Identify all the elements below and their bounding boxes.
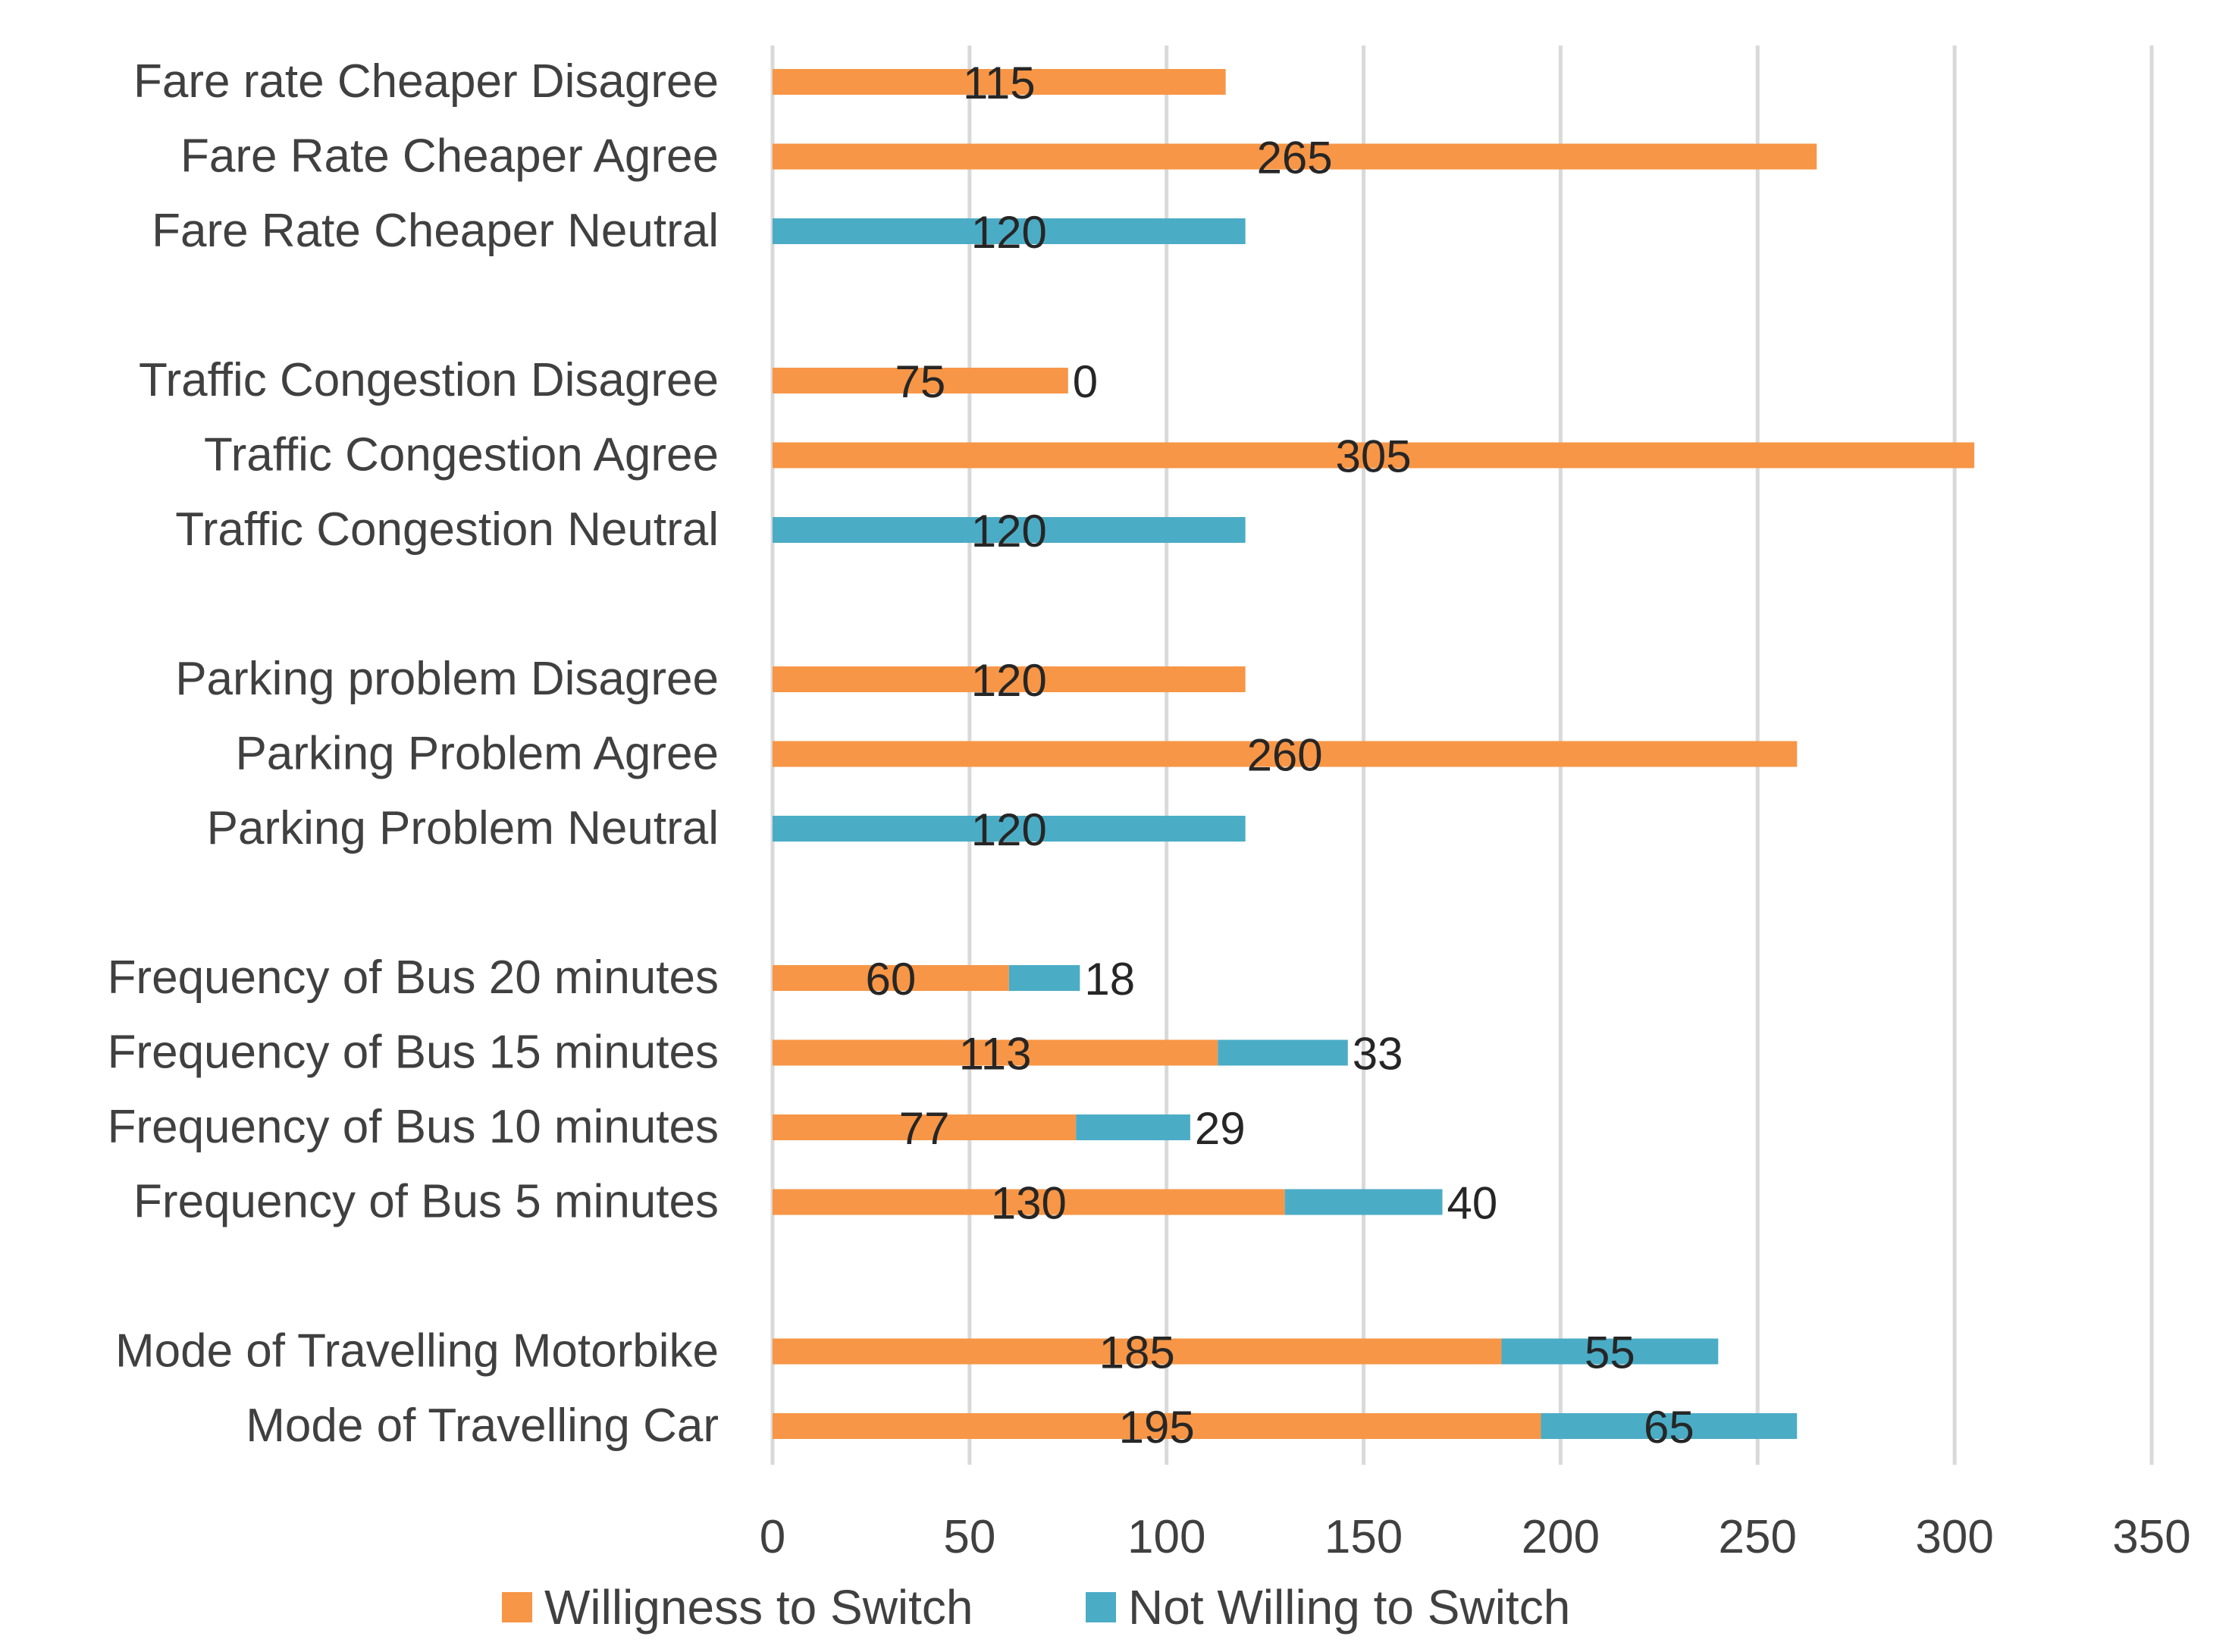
legend-swatch-willing: [502, 1592, 532, 1622]
x-tick-label-100: 100: [1127, 1511, 1205, 1563]
category-label: Mode of Travelling Motorbike: [115, 1325, 719, 1378]
data-label-willing: 265: [1257, 133, 1333, 183]
data-label-willing: 195: [1119, 1402, 1195, 1453]
legend-label-willing: Willigness to Switch: [544, 1580, 973, 1635]
legend-swatch-not-willing: [1086, 1592, 1116, 1622]
category-label: Fare Rate Cheaper Neutral: [152, 205, 719, 257]
x-tick-label-250: 250: [1719, 1511, 1797, 1563]
data-label-willing: 305: [1336, 431, 1412, 482]
category-label: Traffic Congestion Disagree: [139, 354, 719, 406]
category-label: Frequency of Bus 15 minutes: [108, 1027, 719, 1079]
data-label-not-willing: 40: [1447, 1178, 1498, 1229]
x-tick-label-50: 50: [943, 1511, 995, 1563]
bar-not-willing: [1218, 1039, 1348, 1066]
bar-willing: [773, 741, 1798, 767]
data-label-not-willing: 120: [971, 804, 1047, 855]
x-tick-label-350: 350: [2112, 1511, 2190, 1563]
bar-not-willing: [773, 816, 1246, 842]
data-label-willing: 185: [1099, 1328, 1175, 1378]
bar-willing: [773, 1338, 1502, 1365]
bar-willing: [773, 1039, 1218, 1066]
data-label-willing: 113: [959, 1029, 1032, 1080]
bar-willing: [773, 1114, 1077, 1140]
data-label-not-willing: 0: [1073, 356, 1098, 407]
bars: [773, 69, 1975, 1439]
legend: Willigness to Switch Not Willing to Swit…: [502, 1580, 1570, 1635]
bar-willing: [773, 1413, 1541, 1439]
data-labels: 115 265 120 75 0 305 120 120 260 120 60 18 113 33 77 29…: [866, 58, 1694, 1453]
bar-not-willing: [1541, 1413, 1798, 1439]
x-axis-tick-labels: 0 50 100 150 200 250 300 350: [760, 1511, 2191, 1563]
data-label-willing: 75: [895, 356, 946, 407]
bar-not-willing: [773, 218, 1246, 244]
x-tick-label-0: 0: [760, 1511, 785, 1563]
bar-not-willing: [773, 517, 1246, 543]
category-label: Traffic Congestion Agree: [204, 429, 719, 481]
category-label: Mode of Travelling Car: [246, 1400, 719, 1452]
x-tick-label-300: 300: [1915, 1511, 1993, 1563]
data-label-not-willing: 55: [1585, 1328, 1635, 1378]
category-label: Parking Problem Neutral: [207, 802, 719, 854]
category-label: Fare rate Cheaper Disagree: [133, 55, 719, 108]
bar-willing: [773, 368, 1068, 393]
category-label: Traffic Congestion Neutral: [175, 503, 719, 556]
bar-not-willing: [1501, 1338, 1719, 1365]
x-tick-label-150: 150: [1324, 1511, 1403, 1563]
data-label-willing: 77: [899, 1103, 950, 1154]
data-label-willing: 130: [991, 1178, 1067, 1229]
data-label-willing: 60: [866, 954, 917, 1005]
data-label-not-willing: 29: [1195, 1103, 1246, 1154]
category-label: Frequency of Bus 20 minutes: [108, 951, 719, 1004]
bar-not-willing: [1008, 965, 1080, 991]
bar-willing: [773, 442, 1975, 469]
bar-not-willing: [1076, 1114, 1190, 1140]
bar-not-willing: [1284, 1189, 1443, 1215]
data-label-willing: 260: [1247, 730, 1323, 781]
x-tick-label-200: 200: [1522, 1511, 1600, 1563]
data-label-not-willing: 120: [971, 207, 1047, 258]
data-label-not-willing: 18: [1084, 954, 1135, 1005]
category-labels: Fare rate Cheaper Disagree Fare Rate Chea…: [108, 55, 719, 1452]
data-label-not-willing: 33: [1353, 1029, 1403, 1080]
data-label-willing: 115: [963, 58, 1036, 108]
bar-willing: [773, 965, 1009, 991]
category-label: Parking Problem Agree: [235, 728, 719, 780]
data-label-willing: 120: [971, 655, 1047, 706]
category-label: Fare Rate Cheaper Agree: [180, 130, 719, 183]
bar-willing: [773, 666, 1246, 692]
category-label: Parking problem Disagree: [175, 653, 719, 705]
data-label-not-willing: 65: [1644, 1402, 1694, 1453]
bar-willing: [773, 143, 1817, 170]
bar-willing: [773, 1189, 1285, 1215]
category-label: Frequency of Bus 10 minutes: [108, 1101, 719, 1153]
legend-label-not-willing: Not Willing to Switch: [1128, 1580, 1570, 1635]
category-label: Frequency of Bus 5 minutes: [133, 1176, 719, 1228]
bar-willing: [773, 69, 1226, 95]
data-label-not-willing: 120: [971, 506, 1047, 556]
